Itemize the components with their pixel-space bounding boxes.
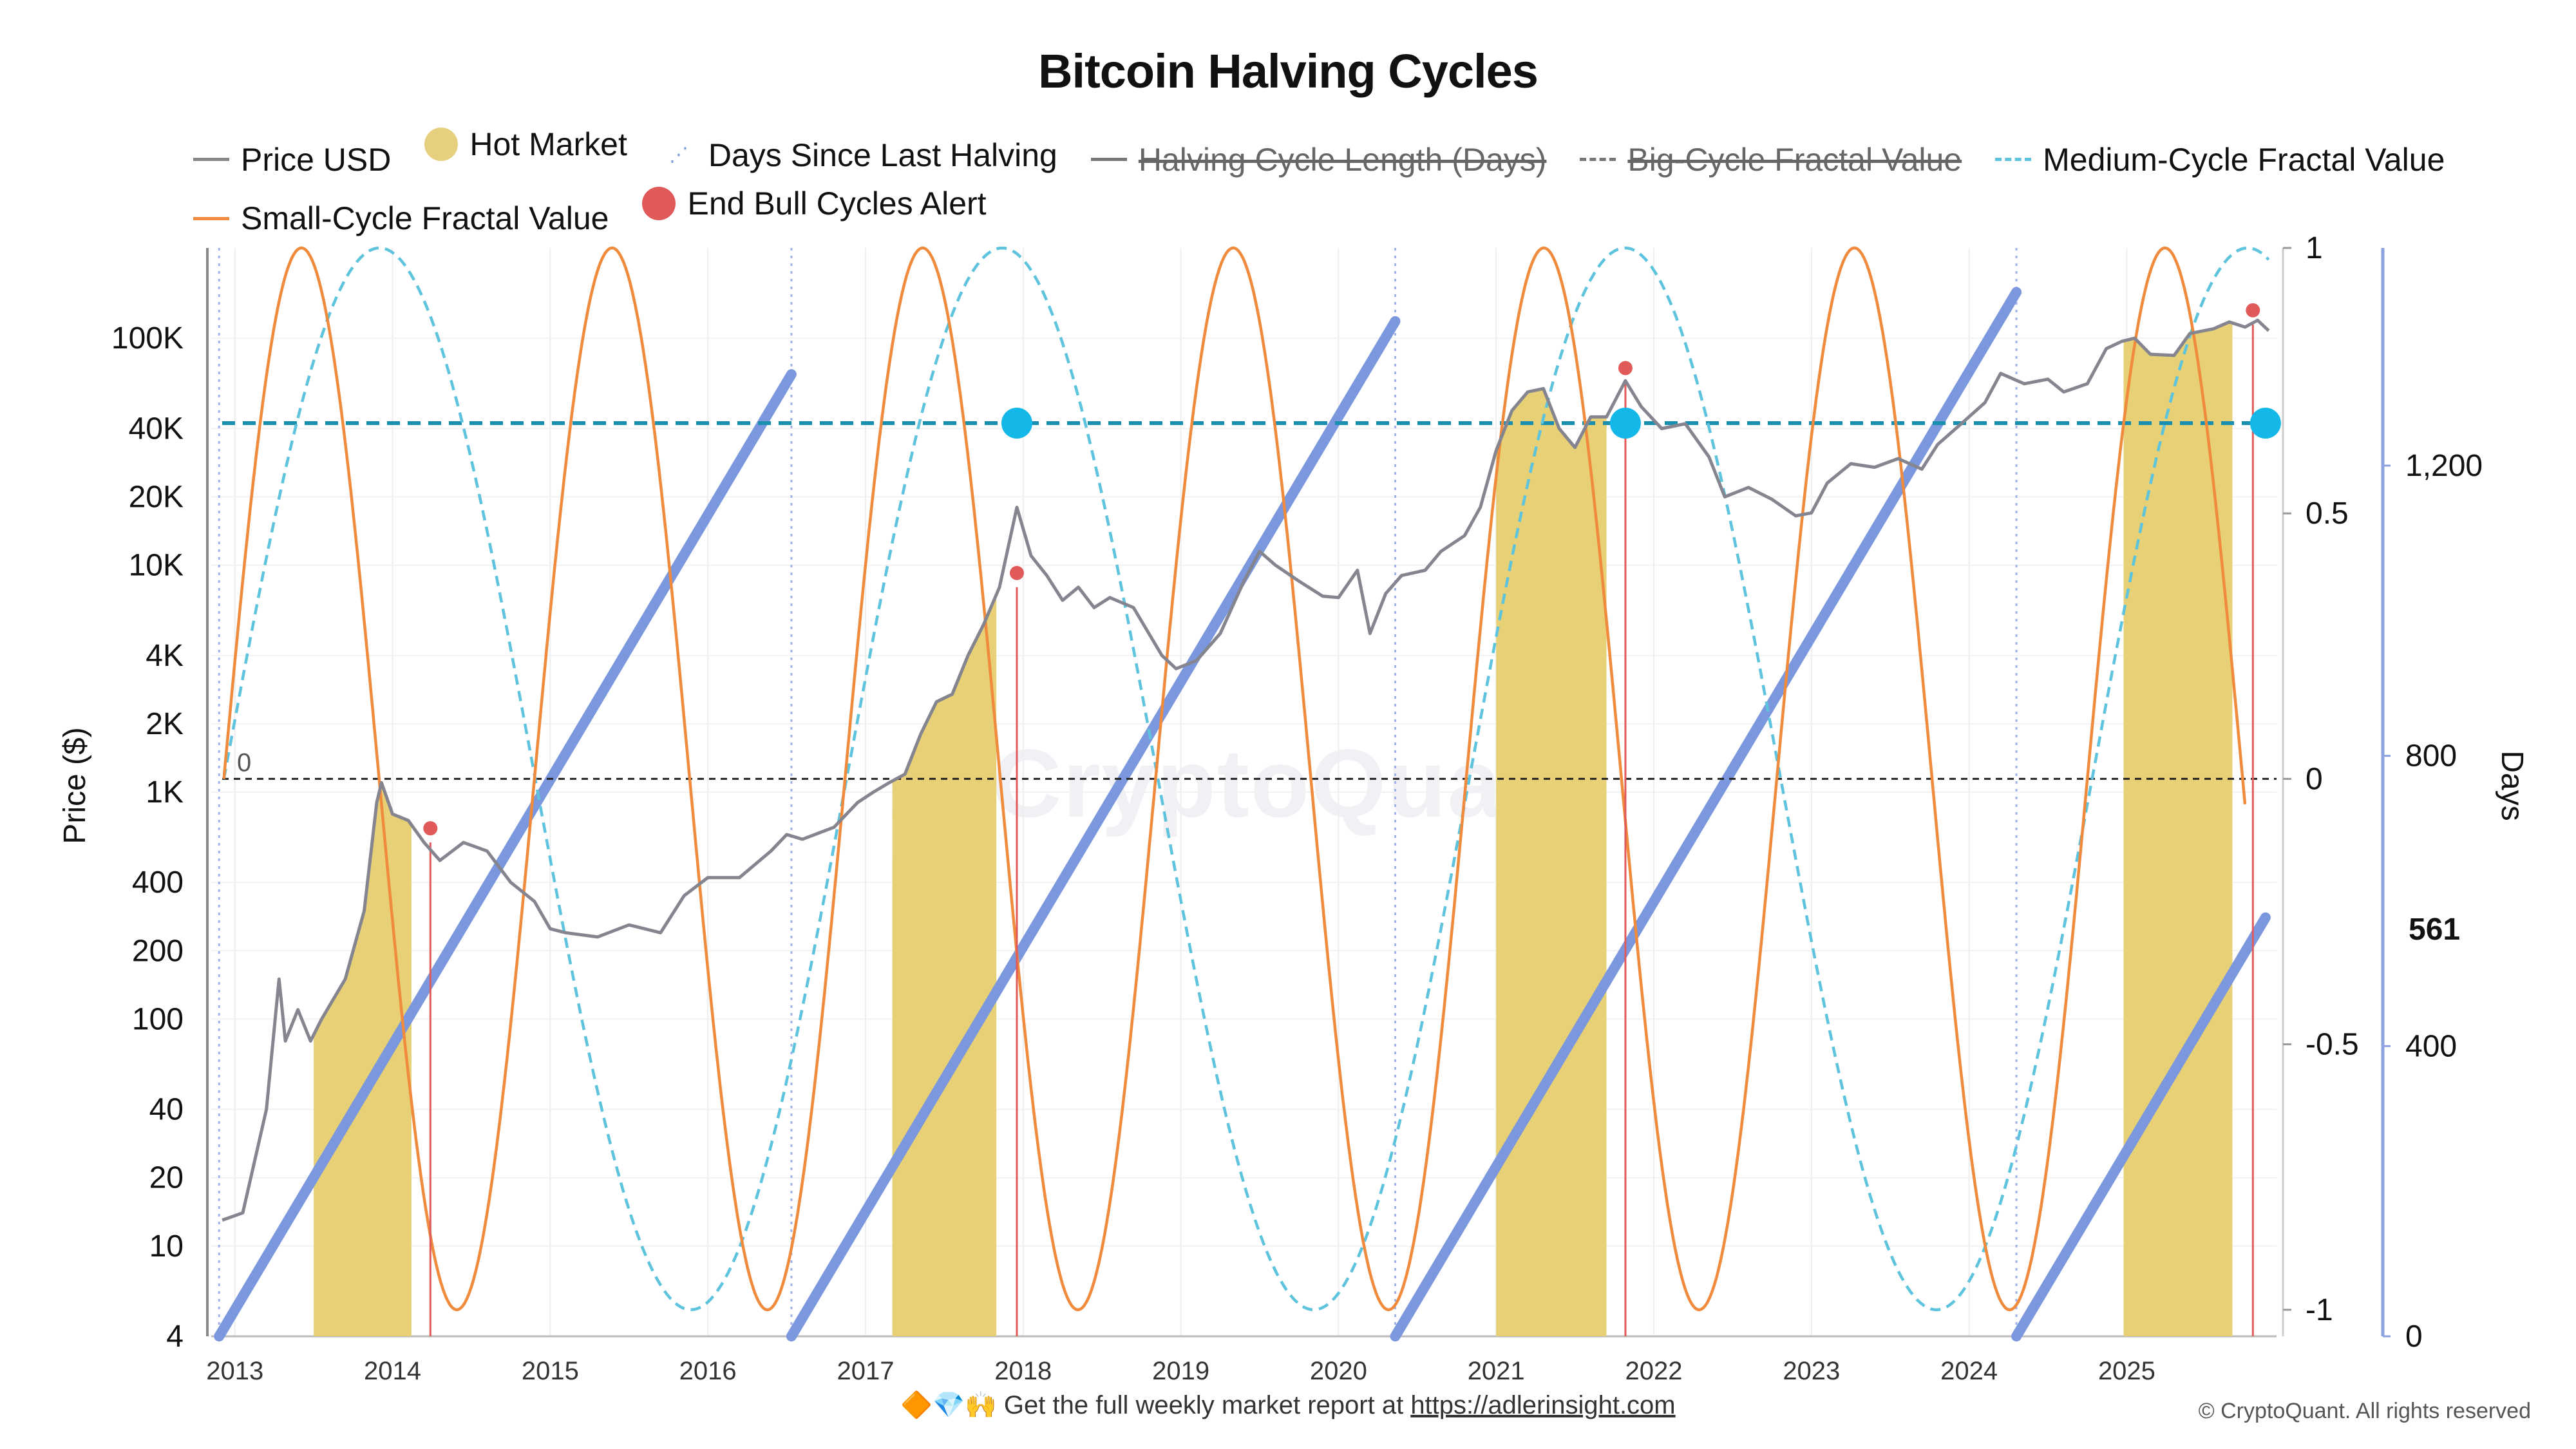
x-tick-label-5: 2018 [994, 1357, 1052, 1385]
y-tick-label-8: 2K [146, 707, 184, 741]
y-tick-label-11: 20K [129, 480, 184, 515]
y-tick-label-7: 1K [146, 775, 184, 810]
y-axis-title-price: Price ($) [58, 727, 92, 844]
days-tick-label-1: 800 [2405, 739, 2457, 773]
y-tick-label-4: 100 [132, 1002, 184, 1036]
x-tick-label-9: 2022 [1625, 1357, 1683, 1385]
y-tick-label-0: 4 [166, 1320, 184, 1354]
legend-label: Medium-Cycle Fractal Value [2043, 141, 2445, 178]
y-tick-label-3: 40 [149, 1093, 184, 1127]
days-since-halving-line-3 [2011, 912, 2271, 1341]
y-tick-label-5: 200 [132, 934, 184, 968]
chart-title: Bitcoin Halving Cycles [1038, 44, 1539, 98]
legend-swatch [642, 186, 676, 220]
y-axis-title-days: Days [2495, 750, 2529, 820]
end-bull-alert-dot-0 [423, 821, 438, 836]
days-current-label: 561 [2409, 913, 2460, 947]
y-tick-label-12: 40K [129, 412, 184, 446]
small-cycle-fractal-line [222, 246, 2247, 1312]
legend-item-2[interactable]: ⋰ Days Since Last Halving [661, 133, 1057, 177]
x-tick-label-10: 2023 [1783, 1357, 1840, 1385]
footer-link[interactable]: https://adlerinsight.com [1410, 1391, 1676, 1419]
days-tick-label-3: 0 [2405, 1320, 2423, 1354]
legend-label: Days Since Last Halving [708, 137, 1057, 173]
legend-label: Price USD [241, 141, 392, 178]
medium-cycle-fractal-line [222, 246, 2270, 1312]
legend-item-6[interactable]: Small-Cycle Fractal Value [193, 196, 609, 240]
end-bull-alert-dot-1 [1009, 565, 1024, 580]
legend-swatch: ⋰ [668, 144, 688, 166]
hot-market-area-2 [1496, 388, 1607, 1336]
threshold-cross-dot-1 [1609, 408, 1641, 439]
days-since-halving-line-2 [1390, 287, 2022, 1341]
legend-swatch [193, 216, 229, 220]
fractal-tick-label-1: 0.5 [2306, 497, 2349, 531]
fractal-tick-label-0: 1 [2306, 231, 2323, 265]
footer-banner: 🔶💎🙌 Get the full weekly market report at… [0, 1390, 2576, 1420]
footer-icons: 🔶💎🙌 [900, 1391, 997, 1419]
y-tick-label-2: 20 [149, 1161, 184, 1195]
days-since-halving-line-1 [786, 316, 1401, 1341]
legend-swatch [1995, 158, 2032, 161]
threshold-cross-dot-0 [1001, 408, 1032, 439]
y-tick-label-13: 100K [111, 321, 184, 355]
fractal-tick-label-2: 0 [2306, 762, 2323, 796]
x-tick-label-8: 2021 [1468, 1357, 1525, 1385]
days-tick-label-0: 1,200 [2405, 449, 2483, 483]
chart-legend: Price USD Hot Market ⋰ Days Since Last Halv… [193, 122, 2512, 240]
x-tick-label-6: 2019 [1152, 1357, 1209, 1385]
copyright-notice: © CryptoQuant. All rights reserved [2198, 1399, 2531, 1423]
hot-market-area-0 [314, 784, 412, 1336]
price-usd-line [222, 318, 2270, 1222]
legend-swatch [1580, 158, 1616, 161]
y-tick-label-9: 4K [146, 639, 184, 673]
fractal-zero-label: 0 [237, 748, 251, 777]
legend-swatch [424, 128, 459, 161]
x-tick-label-3: 2016 [679, 1357, 737, 1385]
x-tick-label-0: 2013 [206, 1357, 263, 1385]
footer-text: Get the full weekly market report at [1003, 1391, 1404, 1419]
x-tick-label-12: 2025 [2098, 1357, 2155, 1385]
legend-item-7[interactable]: End Bull Cycles Alert [642, 182, 987, 225]
legend-label: Big-Cycle Fractal Value [1627, 141, 1962, 178]
x-tick-label-1: 2014 [364, 1357, 421, 1385]
days-since-halving-line-0 [214, 369, 797, 1341]
fractal-tick-label-4: -1 [2306, 1293, 2333, 1327]
y-tick-label-10: 10K [129, 549, 184, 583]
legend-label: End Bull Cycles Alert [687, 185, 987, 222]
legend-item-3[interactable]: Halving Cycle Length (Days) [1090, 138, 1547, 182]
end-bull-alert-dot-2 [1618, 361, 1633, 375]
hot-market-area-3 [2123, 322, 2233, 1337]
x-tick-label-2: 2015 [522, 1357, 579, 1385]
x-tick-label-11: 2024 [1940, 1357, 1998, 1385]
legend-item-0[interactable]: Price USD [193, 138, 391, 182]
legend-item-4[interactable]: Big-Cycle Fractal Value [1580, 138, 1962, 182]
legend-label: Hot Market [469, 126, 627, 162]
legend-item-5[interactable]: Medium-Cycle Fractal Value [1995, 138, 2445, 182]
threshold-cross-dot-2 [2249, 408, 2281, 439]
y-tick-label-1: 10 [149, 1229, 184, 1264]
x-tick-label-7: 2020 [1310, 1357, 1367, 1385]
x-tick-label-4: 2017 [837, 1357, 894, 1385]
legend-label: Halving Cycle Length (Days) [1138, 141, 1547, 178]
legend-swatch [1090, 158, 1127, 161]
fractal-tick-label-3: -0.5 [2306, 1028, 2359, 1062]
hot-market-area-1 [892, 594, 997, 1337]
end-bull-alert-dot-3 [2246, 303, 2260, 317]
legend-label: Small-Cycle Fractal Value [241, 200, 609, 236]
legend-item-1[interactable]: Hot Market [424, 122, 627, 166]
legend-swatch [193, 158, 229, 161]
days-tick-label-2: 400 [2405, 1029, 2457, 1063]
watermark: CryptoQuant [992, 729, 1596, 837]
y-tick-label-6: 400 [132, 866, 184, 900]
